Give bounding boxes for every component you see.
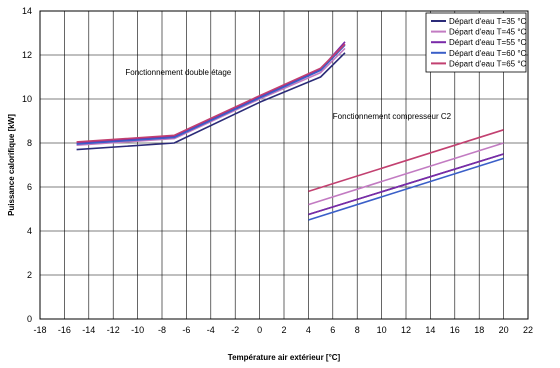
x-tick-label: -6: [182, 325, 190, 335]
x-tick-label: 20: [499, 325, 509, 335]
series-line-2-compressor-c2: [308, 142, 504, 206]
legend-entry: Départ d'eau T=60 °C: [449, 49, 527, 58]
y-tick-label: 6: [27, 182, 32, 192]
y-tick-label: 4: [27, 226, 32, 236]
grid: [40, 11, 528, 319]
x-tick-label: 22: [523, 325, 533, 335]
x-tick-label: 8: [355, 325, 360, 335]
x-tick-label: 14: [425, 325, 435, 335]
series-line-4-compressor-c2: [308, 157, 504, 221]
series-line-2-double-stage: [76, 47, 346, 146]
x-tick-label: 18: [474, 325, 484, 335]
series-line-1-double-stage: [76, 52, 346, 151]
x-tick-label: 10: [377, 325, 387, 335]
legend-entry: Départ d'eau T=45 °C: [449, 28, 527, 37]
x-tick-label: 0: [257, 325, 262, 335]
x-tick-label: 6: [330, 325, 335, 335]
x-tick-labels: -18 -16 -14 -12 -10 -8 -6 -4 -2 0 2 4 6 8 10 12 14 16 18 20…: [33, 325, 533, 335]
x-tick-label: 16: [450, 325, 460, 335]
series-line-4-double-stage: [76, 44, 346, 145]
x-tick-label: -4: [207, 325, 215, 335]
y-tick-label: 12: [22, 50, 32, 60]
x-tick-label: -12: [107, 325, 120, 335]
y-tick-labels: 0 2 4 6 8 10 12 14: [22, 6, 32, 324]
x-tick-label: -10: [131, 325, 144, 335]
plot-frame: [39, 10, 529, 320]
x-tick-label: 4: [306, 325, 311, 335]
y-tick-label: 10: [22, 94, 32, 104]
legend-entry: Départ d'eau T=35 °C: [449, 17, 527, 26]
y-tick-label: 0: [27, 314, 32, 324]
legend-entry: Départ d'eau T=55 °C: [449, 38, 527, 47]
annotation-compressor-c2: Fonctionnement compresseur C2: [333, 112, 452, 121]
x-tick-label: -8: [158, 325, 166, 335]
series-line-5-compressor-c2: [308, 129, 504, 193]
x-tick-label: -14: [82, 325, 95, 335]
series-lines: [76, 41, 504, 221]
x-tick-label: -16: [58, 325, 71, 335]
legend-entry: Départ d'eau T=65 °C: [449, 59, 527, 68]
x-tick-label: -2: [231, 325, 239, 335]
x-axis-title: Température air extérieur [°C]: [228, 353, 341, 362]
x-tick-label: -18: [33, 325, 46, 335]
y-tick-label: 8: [27, 138, 32, 148]
y-axis-title: Puissance calorifique [kW]: [7, 114, 16, 216]
x-tick-label: 2: [281, 325, 286, 335]
series-line-5-double-stage: [76, 43, 346, 143]
y-tick-label: 2: [27, 270, 32, 280]
series-line-3-compressor-c2: [308, 153, 504, 216]
annotation-double-stage: Fonctionnement double étage: [125, 68, 231, 77]
y-tick-label: 14: [22, 6, 32, 16]
x-tick-label: 12: [401, 325, 411, 335]
legend: Départ d'eau T=35 °C Départ d'eau T=45 °C…: [425, 12, 527, 73]
